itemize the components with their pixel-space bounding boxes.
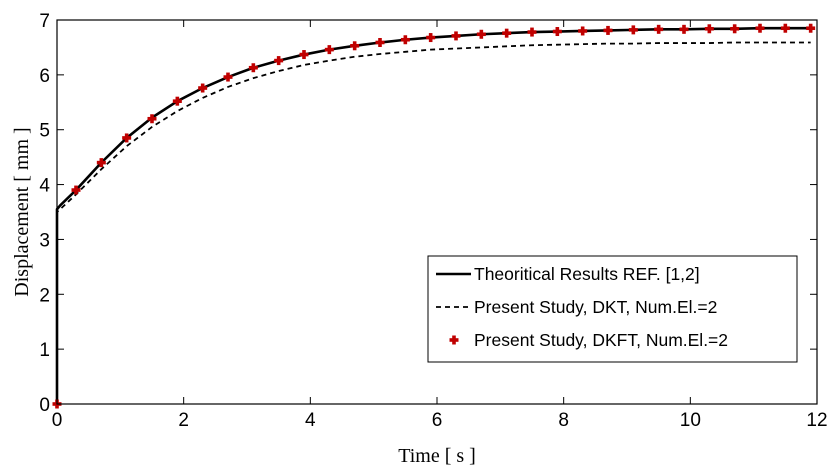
data-point-dkft	[476, 29, 486, 39]
legend-box	[427, 255, 798, 363]
x-tick-label: 6	[432, 410, 443, 431]
y-tick-label: 3	[39, 230, 50, 251]
x-axis-label: Time [ s ]	[398, 445, 476, 467]
y-tick-label: 1	[39, 340, 50, 361]
x-tick-label: 0	[52, 410, 63, 431]
data-point-dkft	[552, 27, 562, 37]
data-point-dkft	[223, 72, 233, 82]
data-point-dkft	[628, 25, 638, 35]
y-tick-label: 5	[39, 121, 50, 142]
data-point-dkft	[274, 56, 284, 66]
legend-entry-dkt: Present Study, DKT, Num.El.=2	[436, 297, 717, 317]
data-point-dkft	[426, 33, 436, 43]
data-point-dkft	[324, 45, 334, 55]
data-point-dkft	[806, 23, 816, 33]
legend-label: Theoritical Results REF. [1,2]	[474, 264, 700, 284]
data-point-dkft	[502, 28, 512, 38]
data-point-dkft	[147, 114, 157, 124]
y-tick-label: 2	[39, 285, 50, 306]
x-tick-label: 8	[558, 410, 569, 431]
data-point-dkft	[755, 23, 765, 33]
data-point-dkft	[527, 27, 537, 37]
y-tick-label: 6	[39, 66, 50, 87]
data-point-dkft	[248, 63, 258, 73]
data-point-dkft	[704, 24, 714, 34]
data-point-dkft	[603, 25, 613, 35]
data-point-dkft	[780, 23, 790, 33]
legend: Theoritical Results REF. [1,2] Present St…	[427, 255, 798, 363]
data-point-dkft	[71, 185, 81, 195]
legend-entry-theory: Theoritical Results REF. [1,2]	[436, 264, 700, 284]
series-line-dkt	[56, 41, 811, 404]
x-tick-label: 12	[806, 410, 827, 431]
legend-label: Present Study, DKT, Num.El.=2	[474, 297, 717, 317]
legend-label: Present Study, DKFT, Num.El.=2	[474, 330, 728, 350]
data-point-dkft	[730, 24, 740, 34]
data-point-dkft	[299, 50, 309, 60]
x-tick-label: 2	[178, 410, 189, 431]
y-tick-label: 0	[39, 395, 50, 416]
data-point-dkft	[96, 158, 106, 168]
x-tick-label: 4	[305, 410, 316, 431]
data-point-dkft	[451, 31, 461, 41]
data-point-dkft	[172, 96, 182, 106]
legend-marker-dkft	[449, 335, 459, 345]
data-point-dkft	[350, 41, 360, 51]
x-tick-label: 10	[680, 410, 701, 431]
y-tick-label: 4	[39, 176, 50, 197]
data-point-dkft	[400, 35, 410, 45]
data-point-dkft	[578, 26, 588, 36]
legend-entry-dkft: Present Study, DKFT, Num.El.=2	[449, 330, 728, 350]
y-axis-label: Displacement [ mm ]	[11, 127, 33, 296]
y-tick-label: 7	[39, 11, 50, 32]
data-point-dkft	[679, 24, 689, 34]
data-point-dkft	[122, 133, 132, 143]
data-point-dkft	[375, 37, 385, 47]
data-point-dkft	[198, 83, 208, 93]
data-point-dkft	[654, 24, 664, 34]
